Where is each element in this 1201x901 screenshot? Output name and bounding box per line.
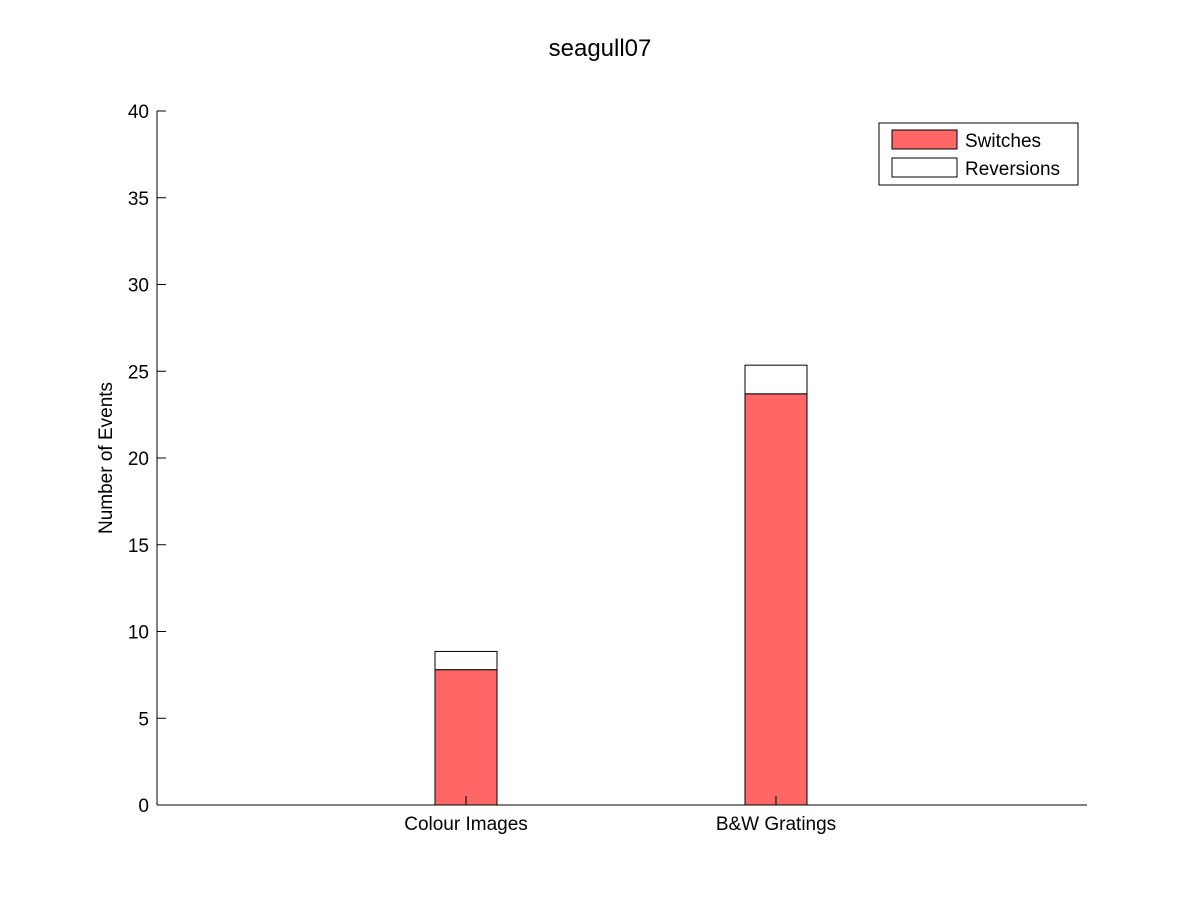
- legend-label-reversions: Reversions: [965, 159, 1060, 180]
- chart-title: seagull07: [549, 35, 652, 62]
- legend-label-switches: Switches: [965, 131, 1041, 152]
- legend: Switches Reversions: [878, 122, 1079, 186]
- bar-switches-0: [434, 669, 498, 806]
- y-tick-label: 15: [128, 536, 149, 557]
- legend-swatch-reversions: [891, 157, 958, 178]
- legend-swatch-switches: [891, 129, 958, 150]
- bars-group: [434, 364, 808, 806]
- x-tick-label: Colour Images: [404, 814, 528, 835]
- y-tick-label: 25: [128, 362, 149, 383]
- y-tick-label: 20: [128, 449, 149, 470]
- y-tick-label: 35: [128, 189, 149, 210]
- y-tick-label: 5: [138, 709, 149, 730]
- x-tick-label: B&W Gratings: [716, 814, 836, 835]
- bar-switches-1: [744, 393, 808, 806]
- bar-reversions-1: [744, 364, 808, 395]
- bar-reversions-0: [434, 650, 498, 671]
- y-tick-label: 40: [128, 102, 149, 123]
- axes-group: 0 5 10 15 20 25 30 35 40 Colour Images B&W Grating…: [128, 102, 1087, 835]
- y-tick-label: 30: [128, 276, 149, 297]
- y-tick-label: 0: [138, 796, 149, 817]
- y-tick-label: 10: [128, 623, 149, 644]
- y-axis-label: Number of Events: [96, 382, 117, 534]
